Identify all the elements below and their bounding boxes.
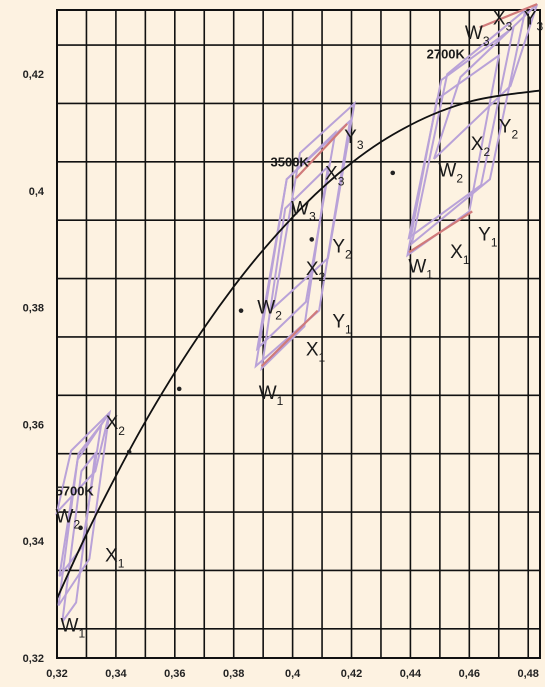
point-label-subscript: 3 [338,174,345,188]
locus-dot [126,449,132,455]
cct-label: 2700K [427,46,466,61]
y-tick-label: 0,42 [23,69,44,81]
point-label-subscript: 1 [118,557,125,571]
point-label-subscript: 2 [118,424,125,438]
plot-frame [56,9,541,659]
locus-dot [238,308,244,313]
x-tick-label: 0,44 [400,668,422,680]
highlight-segments [260,3,538,367]
point-label-subscript: 2 [345,247,352,261]
x-tick-label: 0,42 [341,668,362,680]
locus-dots [78,170,396,531]
point-label-subscript: 1 [426,268,433,282]
x-tick-label: 0,32 [46,668,67,680]
y-tick-label: 0,4 [29,186,45,198]
y-tick-label: 0,32 [23,653,44,665]
y-tick-label: 0,36 [23,419,44,431]
locus-dot [309,237,315,242]
highlight-segment [295,123,348,179]
highlight-segment [260,309,319,367]
point-label-subscript: 1 [491,236,498,250]
point-label-subscript: 1 [277,394,284,408]
x-tick-label: 0,4 [285,668,301,680]
x-tick-label: 0,48 [518,668,539,680]
point-label-subscript: 2 [319,270,326,284]
tolerance-quad [61,450,97,623]
plot-area [56,9,541,659]
x-tick-label: 0,36 [164,668,185,680]
point-label-subscript: 2 [511,128,518,142]
point-label-subscript: 3 [506,20,513,34]
locus-dot [78,525,83,531]
x-tick-label: 0,34 [105,668,127,680]
point-label-subscript: 1 [463,253,470,267]
planckian-locus-curve [56,89,541,599]
tolerance-quad [272,100,356,311]
y-tick-label: 0,34 [23,536,45,548]
point-label-subscript: 3 [309,209,316,223]
point-label-subscript: 2 [275,309,282,323]
tolerance-quad [433,3,539,160]
point-label-subscript: 1 [78,627,85,641]
tick-labels: 0,32 0,34 0,36 0,38 0,4 0,42 0,44 0,46 0,480,320… [23,69,539,680]
point-label-subscript: 1 [319,351,326,365]
point-label: W2 [56,507,81,532]
point-label-subscript: 3 [483,34,490,48]
point-label-subscript: 3 [536,20,543,34]
planckian-locus [56,89,541,599]
point-label-subscript: 3 [357,138,364,152]
tolerance-quad [260,163,330,372]
highlight-segment [408,210,473,254]
locus-dot [176,386,182,392]
locus-dot [390,170,396,176]
cct-label: 5700K [56,484,95,499]
highlight-segment [479,3,538,29]
point-label-subscript: 2 [73,518,80,532]
y-tick-label: 0,38 [23,303,44,315]
x-tick-label: 0,38 [223,668,244,680]
point-label-subscript: 2 [456,171,463,185]
point-label-subscript: 1 [345,323,352,337]
x-tick-label: 0,46 [459,668,480,680]
tolerance-quad [57,412,111,607]
tolerance-quadrangles [55,3,539,623]
point-label-subscript: 2 [483,145,490,159]
cct-label: 3500K [271,154,310,169]
